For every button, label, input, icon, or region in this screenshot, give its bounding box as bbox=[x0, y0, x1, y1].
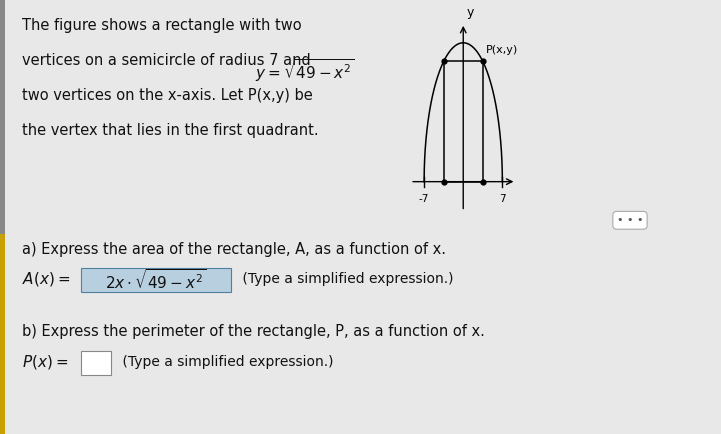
Text: The figure shows a rectangle with two: The figure shows a rectangle with two bbox=[22, 17, 301, 33]
Text: (Type a simplified expression.): (Type a simplified expression.) bbox=[118, 355, 334, 369]
Bar bbox=[0, 0, 5, 234]
Text: P(x,y): P(x,y) bbox=[486, 46, 518, 56]
Text: $y = \sqrt{49-x^2}$: $y = \sqrt{49-x^2}$ bbox=[255, 57, 355, 84]
FancyBboxPatch shape bbox=[81, 351, 111, 375]
Text: the vertex that lies in the first quadrant.: the vertex that lies in the first quadra… bbox=[22, 123, 319, 138]
Text: -7: -7 bbox=[419, 194, 429, 204]
Text: a) Express the area of the rectangle, A, as a function of x.: a) Express the area of the rectangle, A,… bbox=[22, 242, 446, 257]
Text: $2x \cdot \sqrt{49-x^2}$: $2x \cdot \sqrt{49-x^2}$ bbox=[105, 268, 207, 292]
Text: $A(x) = $: $A(x) = $ bbox=[22, 270, 70, 288]
Bar bbox=[443, 61, 483, 182]
Text: y: y bbox=[466, 6, 474, 19]
Text: $P(x) = $: $P(x) = $ bbox=[22, 353, 68, 371]
Bar bbox=[0, 234, 5, 434]
Text: vertices on a semicircle of radius 7 and: vertices on a semicircle of radius 7 and bbox=[22, 53, 311, 68]
Text: • • •: • • • bbox=[616, 215, 643, 225]
Text: two vertices on the x-axis. Let P(x,y) be: two vertices on the x-axis. Let P(x,y) b… bbox=[22, 88, 313, 103]
Text: (Type a simplified expression.): (Type a simplified expression.) bbox=[238, 272, 454, 286]
Text: 7: 7 bbox=[499, 194, 505, 204]
FancyBboxPatch shape bbox=[81, 268, 231, 292]
Text: b) Express the perimeter of the rectangle, P, as a function of x.: b) Express the perimeter of the rectangl… bbox=[22, 324, 485, 339]
